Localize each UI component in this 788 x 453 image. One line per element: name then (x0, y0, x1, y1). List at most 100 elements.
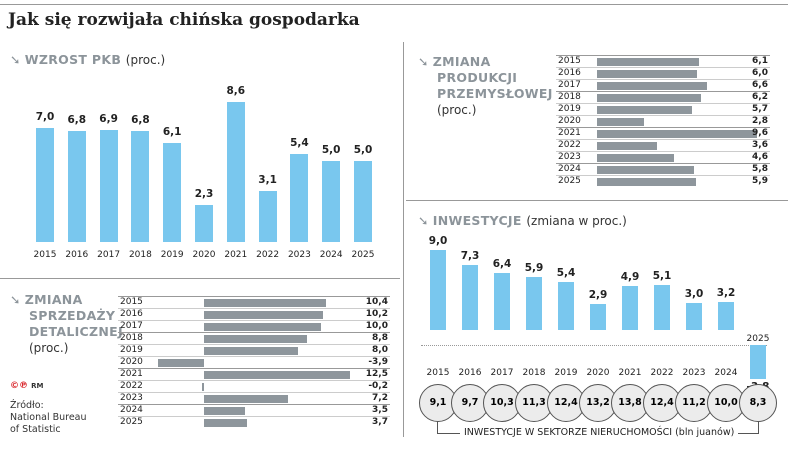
investment-year-label: 2021 (618, 368, 642, 378)
investment-bar (526, 277, 542, 330)
industry-row: 2020 2,8 (556, 115, 770, 128)
gdp-data-label: 8,6 (226, 84, 246, 97)
investment-data-label: 4,9 (620, 271, 640, 284)
investment-year-label: 2025 (746, 334, 770, 344)
industry-row: 2021 9,6 (556, 127, 770, 140)
year-label: 2021 (558, 128, 581, 138)
gdp-bar (290, 153, 309, 242)
retail-bar (204, 419, 248, 427)
retail-bar (201, 383, 204, 391)
real-estate-circle: 10,0 (707, 384, 745, 422)
year-label: 2017 (120, 321, 143, 331)
investment-year-label: 2019 (554, 368, 578, 378)
year-label: 2019 (120, 345, 143, 355)
source-line-2: of Statistic (10, 424, 61, 435)
arrow-down-right-icon: ➘ (10, 52, 21, 67)
real-estate-caption: INWESTYCJE W SEKTORZE NIERUCHOMOŚCI (bln… (460, 427, 739, 438)
value-label: 3,5 (372, 405, 388, 415)
value-label: 10,2 (365, 309, 388, 319)
gdp-year-label: 2017 (97, 250, 121, 260)
value-label: 8,0 (372, 345, 388, 355)
gdp-data-label: 7,0 (35, 110, 55, 123)
retail-bar (204, 395, 289, 403)
value-label: 5,8 (752, 164, 768, 174)
retail-heading-2: SPRZEDAŻY (29, 308, 116, 323)
arrow-down-right-icon: ➘ (10, 292, 21, 307)
gdp-bar (354, 160, 372, 242)
year-label: 2020 (120, 357, 143, 367)
retail-bar (204, 299, 326, 307)
investment-year-label: 2022 (650, 368, 674, 378)
real-estate-circle: 8,3 (739, 384, 777, 422)
arrow-down-right-icon: ➘ (418, 213, 429, 228)
industry-bar (597, 70, 698, 78)
gdp-year-label: 2025 (351, 250, 375, 260)
industry-bar (597, 82, 708, 90)
value-label: 3,6 (752, 140, 768, 150)
gdp-bar (67, 131, 86, 242)
gdp-year-label: 2022 (256, 250, 280, 260)
investment-year-label: 2015 (426, 368, 450, 378)
retail-row: 2021 12,5 (118, 368, 390, 381)
gdp-year-label: 2015 (33, 250, 57, 260)
year-label: 2024 (120, 405, 143, 415)
year-label: 2017 (558, 80, 581, 90)
investment-data-label: 2,9 (588, 289, 608, 302)
year-label: 2018 (558, 92, 581, 102)
industry-bar (597, 118, 644, 126)
real-estate-circle: 13,8 (611, 384, 649, 422)
gdp-year-label: 2019 (160, 250, 184, 260)
investment-year-label: 2017 (490, 368, 514, 378)
industry-row: 2025 5,9 (556, 175, 770, 188)
year-label: 2018 (120, 333, 143, 343)
retail-bar (204, 323, 321, 331)
investment-bar (590, 304, 606, 330)
gdp-bar (258, 191, 277, 242)
value-label: 5,7 (752, 104, 768, 114)
gdp-data-label: 6,8 (131, 114, 150, 127)
industry-heading-2: PRODUKCJI (437, 70, 518, 85)
zero-line (421, 345, 767, 346)
industry-row: 2017 6,6 (556, 79, 770, 92)
retail-row: 2025 3,7 (118, 416, 390, 429)
investment-year-label: 2016 (458, 368, 482, 378)
source: Źródło: National Bureau of Statistic (10, 400, 87, 436)
retail-row: 2023 7,2 (118, 392, 390, 405)
year-label: 2015 (120, 297, 143, 307)
retail-bar (204, 407, 245, 415)
year-label: 2020 (558, 116, 581, 126)
retail-unit: (proc.) (29, 341, 69, 355)
gdp-bar (36, 127, 54, 242)
year-label: 2025 (120, 417, 143, 427)
investment-bar (686, 303, 702, 330)
gdp-bar (131, 131, 150, 242)
industry-heading: ➘ ZMIANA PRODUKCJI PRZEMYSŁOWEJ (proc.) (418, 54, 553, 118)
investment-data-label: 5,1 (652, 269, 672, 282)
industry-row: 2018 6,2 (556, 91, 770, 104)
year-label: 2019 (558, 104, 581, 114)
left-divider (0, 278, 400, 279)
arrow-down-right-icon: ➘ (418, 54, 429, 69)
gdp-bar (226, 101, 245, 242)
industry-row: 2023 4,6 (556, 151, 770, 164)
retail-row: 2022 -0,2 (118, 380, 390, 393)
retail-heading: ➘ ZMIANA SPRZEDAŻY DETALICZNEJ (proc.) (10, 292, 123, 356)
source-label: Źródło: (10, 400, 44, 411)
investment-year-label: 2024 (714, 368, 738, 378)
industry-bar (597, 142, 658, 150)
value-label: 4,6 (752, 152, 768, 162)
real-estate-circle: 11,3 (515, 384, 553, 422)
real-estate-circle: 11,2 (675, 384, 713, 422)
investment-data-label: 5,4 (556, 266, 576, 279)
retail-row: 2017 10,0 (118, 320, 390, 333)
investment-data-label: 7,3 (460, 250, 480, 263)
industry-bar (597, 94, 701, 102)
value-label: 6,0 (752, 68, 768, 78)
gdp-year-label: 2024 (319, 250, 343, 260)
retail-heading-3: DETALICZNEJ (29, 324, 123, 339)
gdp-bar (322, 160, 341, 242)
value-label: -0,2 (368, 381, 388, 391)
retail-row: 2024 3,5 (118, 404, 390, 417)
gdp-bar (163, 142, 182, 242)
